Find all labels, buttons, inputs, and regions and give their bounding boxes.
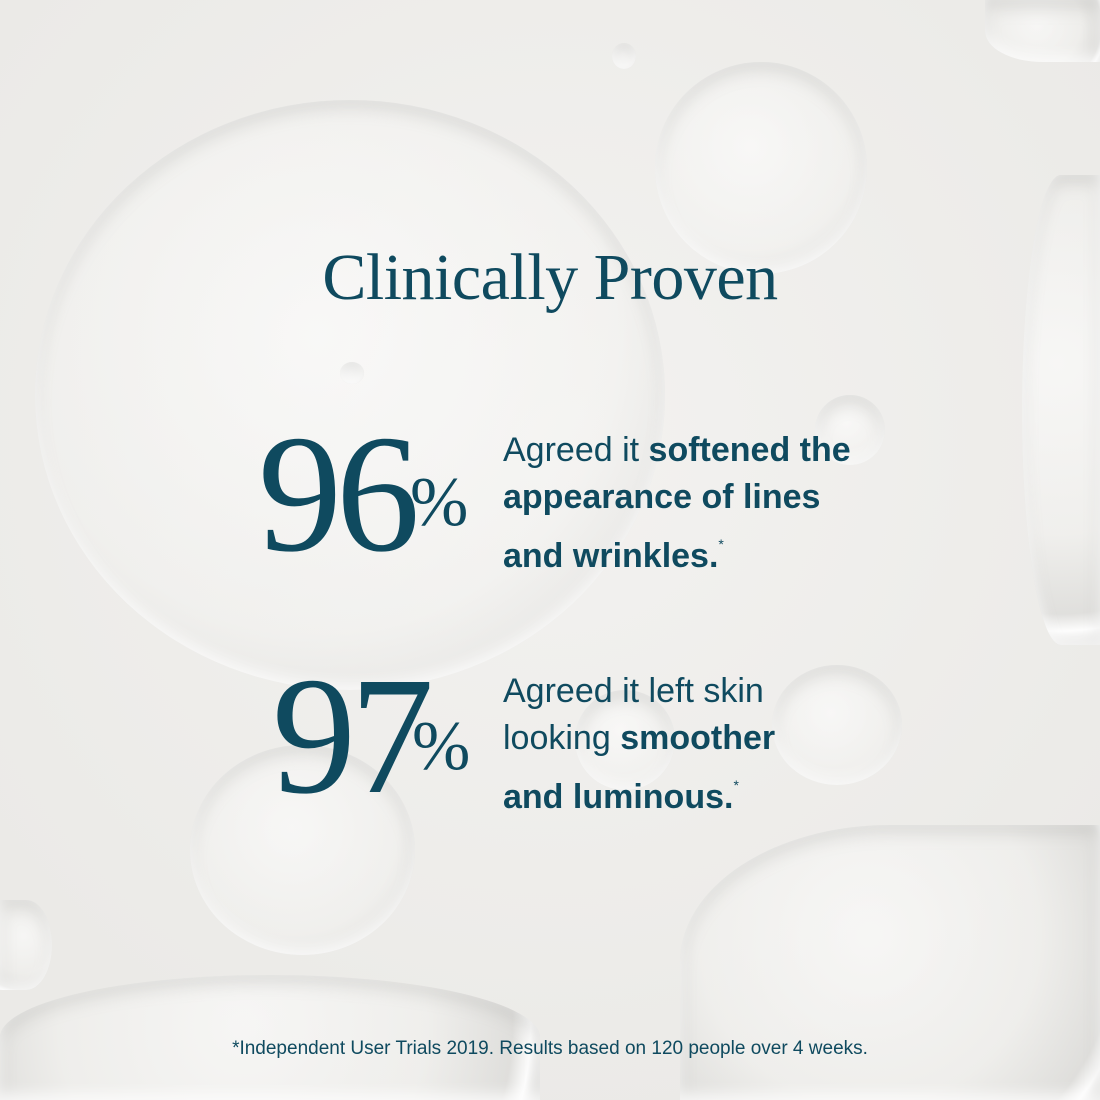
page-title: Clinically Proven [322,241,778,314]
stat-description: Agreed it softened the appearance of lin… [503,427,883,580]
footnote-mark: * [718,536,724,552]
desc-bold-text: smoother and luminous. [503,719,776,816]
bubble [190,745,415,955]
bubble [0,975,540,1100]
bubble [340,362,364,384]
bubble [0,900,52,990]
bubble [680,825,1100,1100]
footnote: *Independent User Trials 2019. Results b… [232,1038,868,1059]
stat-number: 97 [272,643,434,829]
bubble [612,43,636,69]
bubble [1022,175,1100,645]
bubble [772,665,902,785]
bubble [985,0,1100,62]
bubble [575,690,675,790]
bubble [815,395,885,465]
stat-description: Agreed it left skin looking smoother and… [503,668,823,821]
footnote-mark: * [733,777,739,793]
stat-unit: % [412,708,471,785]
stat-number: 96 [258,401,420,587]
desc-text: Agreed it left skin looking [503,672,764,757]
desc-text: Agreed it [503,431,649,469]
bubble [35,100,665,690]
stat-unit: % [410,464,469,541]
desc-bold-text: softened the appearance of lines and wri… [503,431,851,575]
bubble [655,62,867,274]
